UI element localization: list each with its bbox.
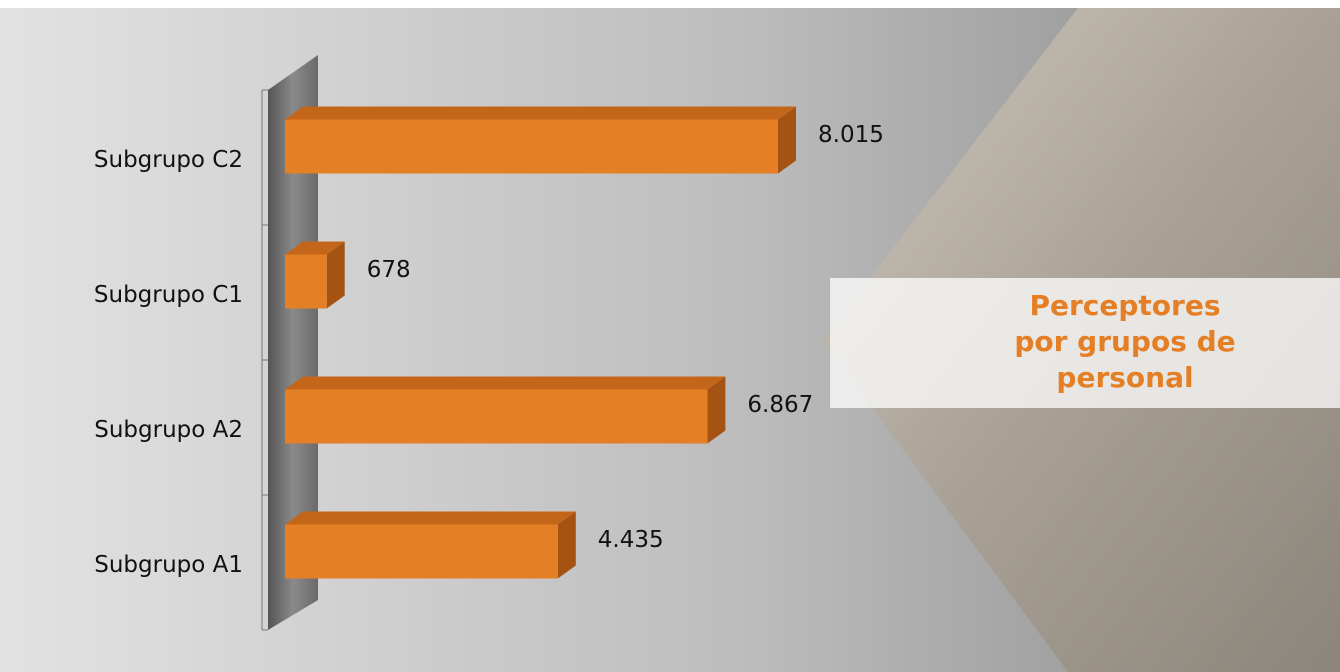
- chart-title: Perceptores por grupos de personal: [1014, 289, 1236, 394]
- value-label: 8.015: [818, 122, 884, 148]
- value-label: 4.435: [598, 527, 664, 553]
- bar-top: [285, 376, 726, 390]
- bar-top: [285, 106, 796, 120]
- bar: [285, 119, 778, 174]
- bar-side: [707, 376, 726, 444]
- value-label: 6.867: [747, 392, 813, 418]
- bar: [285, 254, 327, 309]
- y-tick-label: Subgrupo A2: [94, 417, 243, 443]
- bar: [285, 389, 708, 444]
- bar-side: [326, 241, 345, 309]
- bar-top: [285, 241, 345, 255]
- value-label: 678: [367, 257, 411, 283]
- y-tick-label: Subgrupo C2: [94, 147, 243, 173]
- bar: [285, 524, 558, 579]
- bar-top: [285, 511, 576, 525]
- bar-side: [557, 511, 576, 579]
- axis-wall: [268, 55, 318, 630]
- y-tick-label: Subgrupo C1: [94, 282, 243, 308]
- bar-side: [778, 106, 796, 174]
- y-tick-label: Subgrupo A1: [94, 552, 243, 578]
- title-band: [830, 278, 1340, 408]
